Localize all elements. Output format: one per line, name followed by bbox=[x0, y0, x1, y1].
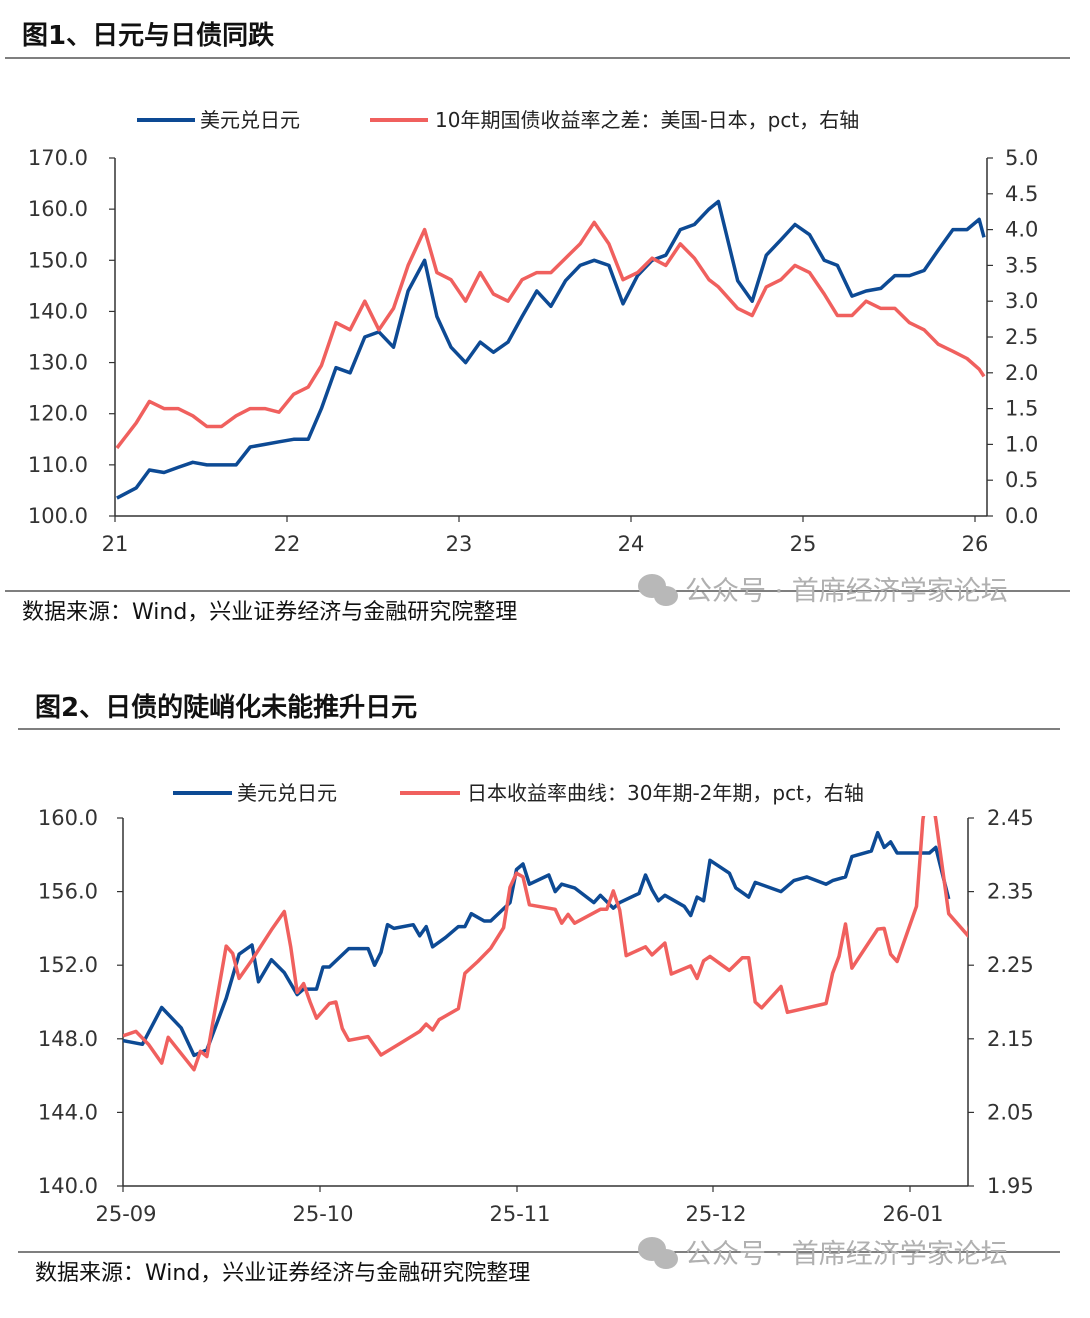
left-tick-label: 152.0 bbox=[38, 953, 98, 977]
right-tick-label: 1.95 bbox=[987, 1174, 1034, 1198]
figure2-source: 数据来源：Wind，兴业证券经济与金融研究院整理 bbox=[35, 1261, 530, 1286]
series-line-spread bbox=[115, 220, 986, 450]
series-line-usdjpy bbox=[123, 830, 951, 1058]
left-tick-label: 140.0 bbox=[28, 299, 88, 323]
left-tick-label: 150.0 bbox=[28, 248, 88, 272]
left-tick-label: 160.0 bbox=[28, 197, 88, 221]
right-tick-label: 1.0 bbox=[1005, 432, 1038, 456]
right-tick-label: 0.0 bbox=[1005, 504, 1038, 528]
right-tick-label: 2.05 bbox=[987, 1100, 1034, 1124]
watermark: 公众号 · 首席经济学家论坛 bbox=[685, 1239, 1008, 1270]
right-tick-label: 0.5 bbox=[1005, 468, 1038, 492]
legend-label: 美元兑日元 bbox=[237, 781, 337, 805]
x-tick-label: 23 bbox=[446, 532, 473, 556]
figure2-title: 图2、日债的陡峭化未能推升日元 bbox=[35, 692, 417, 723]
left-tick-label: 170.0 bbox=[28, 146, 88, 170]
x-tick-label: 22 bbox=[274, 532, 301, 556]
wechat-icon bbox=[638, 1237, 678, 1269]
x-tick-label: 24 bbox=[618, 532, 645, 556]
right-tick-label: 3.0 bbox=[1005, 289, 1038, 313]
x-tick-label: 25-09 bbox=[95, 1202, 156, 1226]
legend-label: 美元兑日元 bbox=[200, 108, 300, 132]
x-tick-label: 25-10 bbox=[292, 1202, 353, 1226]
x-tick-label: 26-01 bbox=[882, 1202, 943, 1226]
left-tick-label: 130.0 bbox=[28, 351, 88, 375]
right-tick-label: 3.5 bbox=[1005, 253, 1038, 277]
x-tick-label: 25-11 bbox=[489, 1202, 550, 1226]
right-tick-label: 4.0 bbox=[1005, 218, 1038, 242]
right-tick-label: 5.0 bbox=[1005, 146, 1038, 170]
left-tick-label: 160.0 bbox=[38, 806, 98, 830]
figure1-source: 数据来源：Wind，兴业证券经济与金融研究院整理 bbox=[22, 600, 517, 625]
figure1-title: 图1、日元与日债同跌 bbox=[22, 21, 274, 51]
chart1: 100.0 110.0 120.0 130.0 140.0 150.0 160.0 170.0… bbox=[28, 108, 1039, 556]
wechat-icon bbox=[638, 574, 678, 606]
watermark: 公众号 · 首席经济学家论坛 bbox=[685, 576, 1008, 607]
left-tick-label: 148.0 bbox=[38, 1027, 98, 1051]
legend-label: 10年期国债收益率之差：美国-日本，pct，右轴 bbox=[435, 108, 859, 132]
right-tick-label: 2.0 bbox=[1005, 361, 1038, 385]
right-tick-label: 4.5 bbox=[1005, 182, 1038, 206]
series-line-spread bbox=[123, 816, 968, 1072]
right-tick-label: 2.35 bbox=[987, 880, 1034, 904]
left-tick-label: 110.0 bbox=[28, 453, 88, 477]
left-tick-label: 140.0 bbox=[38, 1174, 98, 1198]
x-tick-label: 26 bbox=[962, 532, 989, 556]
right-tick-label: 2.45 bbox=[987, 806, 1034, 830]
legend-label: 日本收益率曲线：30年期-2年期，pct，右轴 bbox=[467, 781, 864, 805]
x-tick-label: 25 bbox=[790, 532, 817, 556]
series-line-usdjpy bbox=[116, 199, 986, 500]
left-tick-label: 156.0 bbox=[38, 880, 98, 904]
left-tick-label: 144.0 bbox=[38, 1100, 98, 1124]
right-tick-label: 2.25 bbox=[987, 953, 1034, 977]
right-tick-label: 1.5 bbox=[1005, 397, 1038, 421]
right-tick-label: 2.5 bbox=[1005, 325, 1038, 349]
right-tick-label: 2.15 bbox=[987, 1027, 1034, 1051]
x-tick-label: 21 bbox=[102, 532, 129, 556]
x-tick-label: 25-12 bbox=[685, 1202, 746, 1226]
chart2: 140.0 144.0 148.0 152.0 156.0 160.0 1.95 2.05 2.… bbox=[38, 781, 1034, 1226]
left-tick-label: 100.0 bbox=[28, 504, 88, 528]
left-tick-label: 120.0 bbox=[28, 402, 88, 426]
